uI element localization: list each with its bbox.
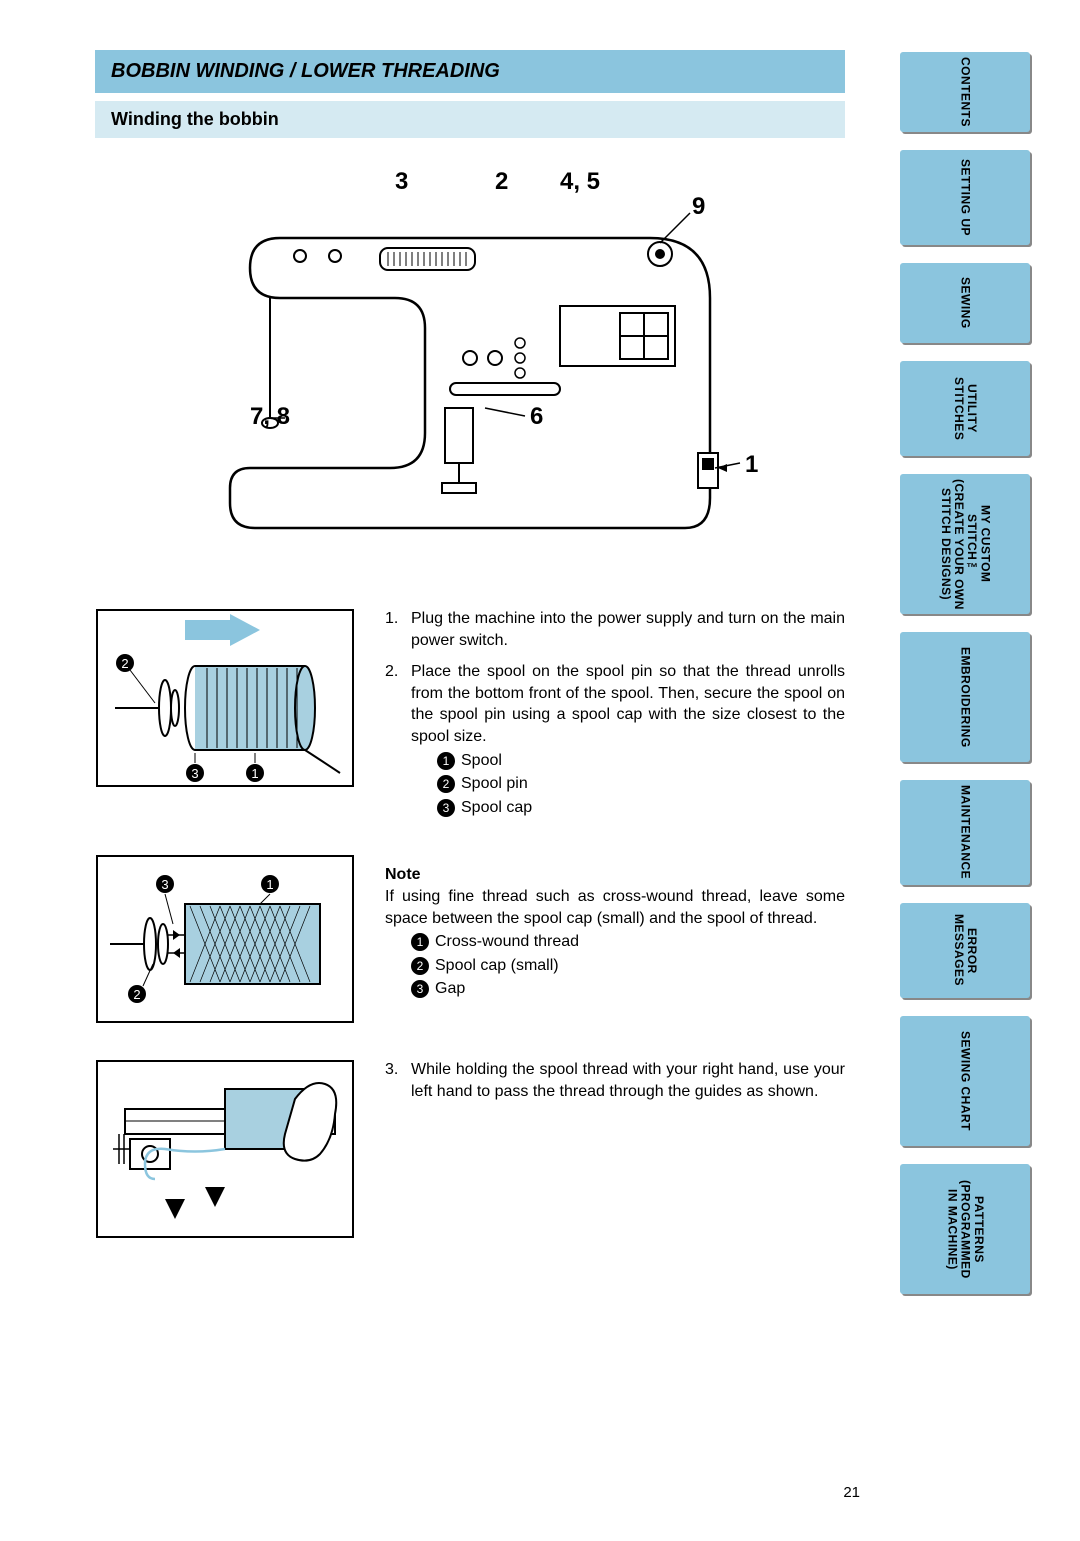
- side-tabs: CONTENTS SETTING UP SEWING UTILITY STITC…: [900, 52, 1030, 1312]
- page-content: BOBBIN WINDING / LOWER THREADING Winding…: [95, 50, 845, 1274]
- step-number-3: 3.: [385, 1059, 398, 1081]
- step-text-12: 1. Plug the machine into the power supply…: [385, 608, 845, 824]
- tab-contents[interactable]: CONTENTS: [900, 52, 1030, 132]
- tab-patterns[interactable]: PATTERNS (PROGRAMMED IN MACHINE): [900, 1164, 1030, 1294]
- bullet-3-icon: 3: [437, 799, 455, 817]
- callout-1: 1: [745, 451, 758, 479]
- tab-error-messages[interactable]: ERROR MESSAGES: [900, 903, 1030, 998]
- figure-crosswound: 3 1 2: [95, 854, 355, 1029]
- bullet-1-icon: 1: [437, 752, 455, 770]
- note-label: Note: [385, 864, 845, 886]
- tab-utility-stitches[interactable]: UTILITY STITCHES: [900, 361, 1030, 456]
- main-diagram: 3 2 4, 5 9 7, 8 6 1: [190, 168, 750, 568]
- step-number-1: 1.: [385, 608, 398, 630]
- tab-sewing[interactable]: SEWING: [900, 263, 1030, 343]
- annot-spool-cap-small: Spool cap (small): [435, 957, 559, 974]
- tab-my-custom-stitch[interactable]: MY CUSTOM STITCH™ (CREATE YOUR OWN STITC…: [900, 474, 1030, 614]
- annot-crosswound: Cross-wound thread: [435, 933, 579, 950]
- annot-gap: Gap: [435, 980, 465, 997]
- callout-45: 4, 5: [560, 168, 600, 196]
- svg-text:3: 3: [161, 877, 168, 892]
- note-text: Note If using fine thread such as cross-…: [385, 854, 845, 1002]
- svg-text:3: 3: [191, 766, 198, 781]
- tab-maintenance[interactable]: MAINTENANCE: [900, 780, 1030, 885]
- crosswound-diagram-icon: 3 1 2: [95, 854, 355, 1024]
- step-text-3: 3. While holding the spool thread with yo…: [385, 1059, 845, 1108]
- step-body-2: Place the spool on the spool pin so that…: [411, 663, 845, 745]
- svg-text:2: 2: [133, 987, 140, 1002]
- figure-spool: 2 1 3: [95, 608, 355, 793]
- step-body-3: While holding the spool thread with your…: [411, 1061, 845, 1100]
- bullet-2-icon: 2: [411, 957, 429, 975]
- page-number: 21: [843, 1484, 860, 1501]
- note-body: If using fine thread such as cross-wound…: [385, 886, 845, 929]
- bullet-3-icon: 3: [411, 980, 429, 998]
- figure-threading: [95, 1059, 355, 1244]
- tab-setting-up[interactable]: SETTING UP: [900, 150, 1030, 245]
- callout-3: 3: [395, 168, 408, 196]
- tab-sewing-chart[interactable]: SEWING CHART: [900, 1016, 1030, 1146]
- subsection-title: Winding the bobbin: [95, 101, 845, 138]
- sewing-machine-icon: [190, 168, 750, 568]
- svg-text:1: 1: [266, 877, 273, 892]
- svg-text:2: 2: [121, 656, 128, 671]
- section-title: BOBBIN WINDING / LOWER THREADING: [95, 50, 845, 93]
- step-body-1: Plug the machine into the power supply a…: [411, 610, 845, 649]
- callout-78: 7, 8: [250, 403, 290, 431]
- annot-spool-pin: Spool pin: [461, 775, 528, 792]
- annot-spool-cap: Spool cap: [461, 799, 532, 816]
- callout-2: 2: [495, 168, 508, 196]
- bullet-1-icon: 1: [411, 933, 429, 951]
- bullet-2-icon: 2: [437, 775, 455, 793]
- tab-embroidering[interactable]: EMBROIDERING: [900, 632, 1030, 762]
- threading-diagram-icon: [95, 1059, 355, 1239]
- svg-text:1: 1: [251, 766, 258, 781]
- callout-9: 9: [692, 193, 705, 221]
- annot-spool: Spool: [461, 752, 502, 769]
- callout-6: 6: [530, 403, 543, 431]
- step-number-2: 2.: [385, 661, 398, 683]
- spool-diagram-icon: 2 1 3: [95, 608, 355, 788]
